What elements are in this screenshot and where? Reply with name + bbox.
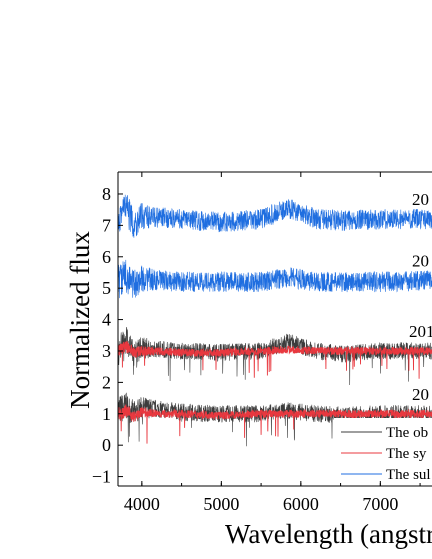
- legend: The ob The sy The sul: [334, 418, 432, 484]
- x-tick-label: 7000: [362, 494, 398, 514]
- series-line-synthetic-1: [117, 404, 432, 444]
- axes-frame: [117, 171, 432, 487]
- x-tick-label: 5000: [203, 494, 239, 514]
- y-axis-title: Normalized flux: [65, 231, 95, 409]
- series-line-synthetic-3: [117, 341, 432, 379]
- y-tick-label: 1: [102, 404, 111, 424]
- legend-label-synthetic: The sy: [386, 446, 427, 462]
- spectrum-label-0: 20: [412, 385, 429, 404]
- y-tick-label: 4: [102, 310, 111, 330]
- y-tick-label: 8: [102, 184, 111, 204]
- series-line-observed-2: [117, 326, 432, 386]
- x-axis-title: Wavelength (angstro: [225, 519, 432, 549]
- y-tick-label: 5: [102, 278, 111, 298]
- spectrum-label-4: 20: [412, 251, 429, 270]
- y-tick-label: 7: [102, 215, 111, 235]
- plot-lines-group: [117, 194, 432, 447]
- y-tick-label: 6: [102, 247, 111, 267]
- spectrum-label-5: 20: [412, 190, 429, 209]
- x-tick-label: 6000: [283, 494, 319, 514]
- legend-label-subtracted: The sul: [386, 467, 431, 483]
- series-line-subtracted-4: [117, 259, 432, 299]
- y-tick-label: 2: [102, 372, 111, 392]
- legend-label-observed: The ob: [386, 425, 428, 441]
- y-tick-label: 0: [102, 435, 111, 455]
- series-line-observed-0: [117, 392, 432, 447]
- x-tick-label: 4000: [124, 494, 160, 514]
- axis-ticks: −1 0 1 2 3 4 5 6 7 8 4000 5000 6000 7000: [92, 172, 421, 514]
- y-tick-label: 3: [102, 341, 111, 361]
- series-line-subtracted-5: [117, 194, 432, 238]
- y-tick-label: −1: [92, 467, 111, 487]
- spectrum-labels-group: 20 201 20 20: [409, 190, 432, 404]
- spectrum-label-2: 201: [409, 322, 432, 341]
- legend-box: [334, 418, 432, 484]
